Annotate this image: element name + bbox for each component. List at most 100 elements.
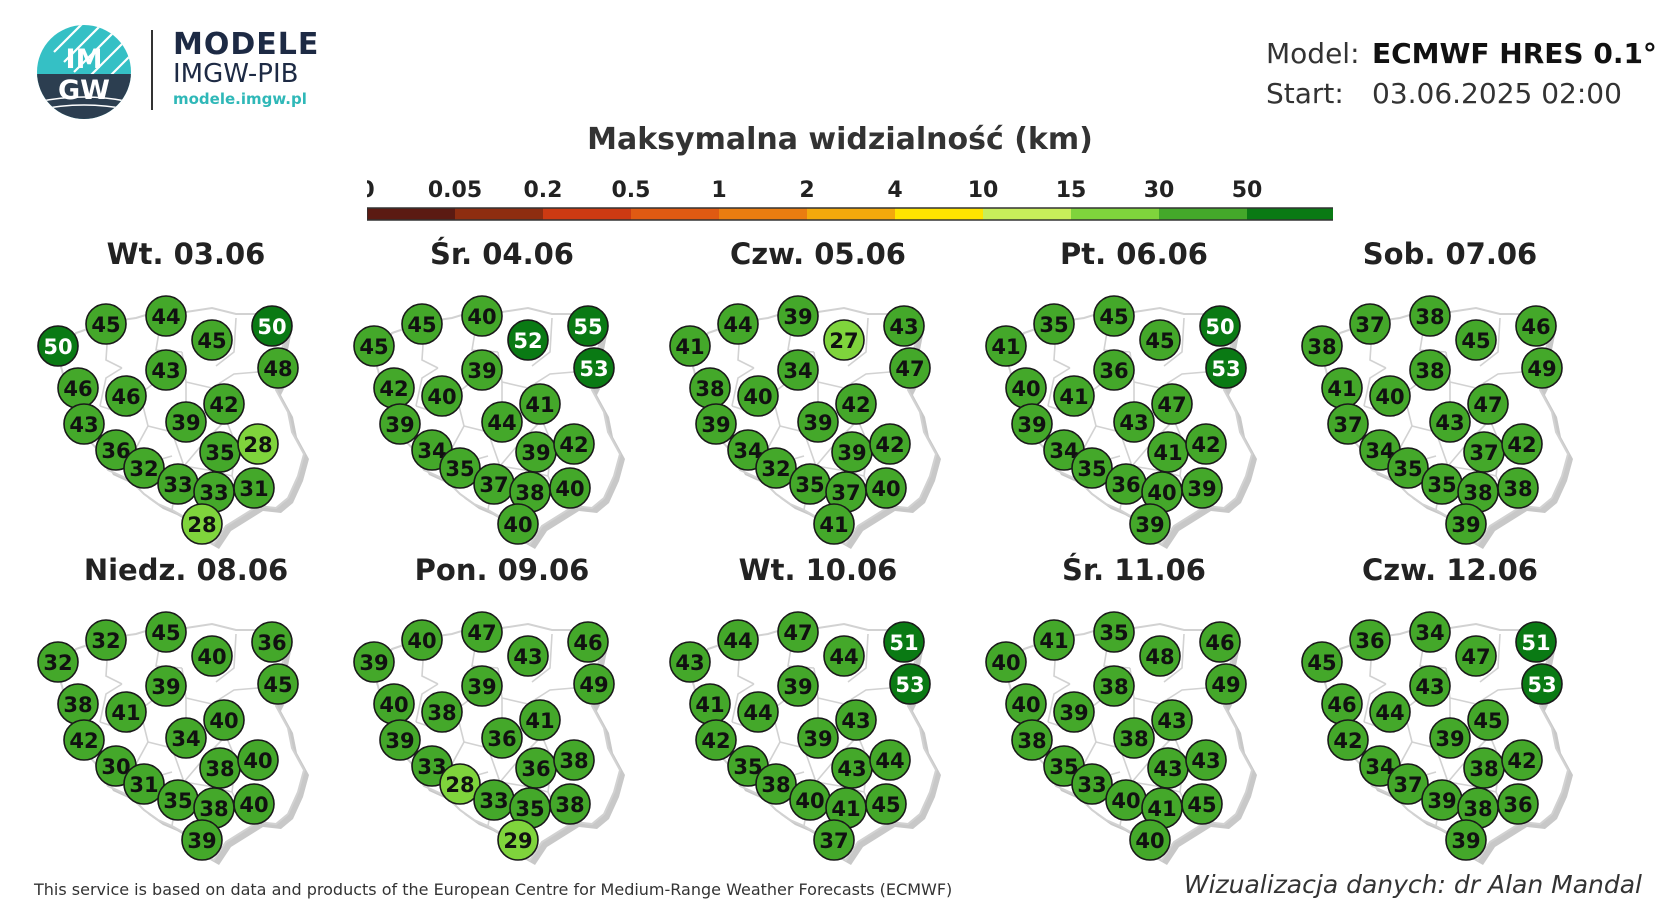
visibility-circle (567, 621, 609, 663)
visibility-marker: 36 (515, 747, 557, 789)
visibility-value: 45 (1307, 651, 1336, 675)
visibility-circle (1455, 319, 1497, 361)
visibility-marker: 41 (669, 325, 711, 367)
visibility-value: 39 (1451, 513, 1480, 537)
brand-url[interactable]: modele.imgw.pl (173, 90, 307, 108)
visibility-circle (233, 783, 275, 825)
visibility-circle (717, 303, 759, 345)
visibility-value: 40 (1135, 829, 1164, 853)
panel-date: Sob. 07.06 (1362, 237, 1538, 271)
visibility-circle (813, 503, 855, 545)
visibility-value: 35 (1077, 457, 1106, 481)
visibility-circle (203, 699, 245, 741)
visibility-marker: 37 (473, 463, 515, 505)
visibility-marker: 44 (823, 635, 865, 677)
visibility-circle (883, 621, 925, 663)
visibility-value: 49 (579, 673, 608, 697)
visibility-marker: 35 (1421, 463, 1463, 505)
visibility-value: 49 (1527, 357, 1556, 381)
visibility-value: 40 (1111, 789, 1140, 813)
visibility-value: 38 (695, 377, 724, 401)
visibility-circle (1445, 819, 1487, 861)
visibility-value: 45 (1473, 709, 1502, 733)
visibility-circle (233, 467, 275, 509)
visibility-value: 48 (263, 357, 292, 381)
legend-frame (367, 207, 1333, 221)
visibility-marker: 43 (507, 635, 549, 677)
visibility-marker: 38 (1457, 471, 1499, 513)
visibility-marker: 39 (1011, 403, 1053, 445)
visibility-marker: 53 (1521, 663, 1563, 705)
visibility-circle (181, 503, 223, 545)
visibility-value: 38 (199, 797, 228, 821)
visibility-value: 51 (889, 631, 918, 655)
visibility-circle (1129, 503, 1171, 545)
legend-swatch (719, 208, 807, 220)
visibility-marker: 43 (831, 747, 873, 789)
visibility-marker: 35 (1387, 447, 1429, 489)
region-border (731, 683, 755, 723)
visibility-circle (481, 717, 523, 759)
visibility-marker: 38 (1113, 717, 1155, 759)
visibility-value: 44 (487, 411, 516, 435)
visibility-value: 40 (239, 793, 268, 817)
visibility-value: 38 (1503, 477, 1532, 501)
visibility-value: 45 (91, 313, 120, 337)
visibility-marker: 40 (1129, 819, 1171, 861)
visibility-value: 43 (675, 651, 704, 675)
forecast-panel: Pon. 09.06 39 40 47 43 46 49 40 38 39 41 39 36 33 36 38… (352, 552, 652, 865)
visibility-value: 38 (205, 757, 234, 781)
visibility-circle (1409, 349, 1451, 391)
visibility-marker: 36 (1349, 619, 1391, 661)
region-border (215, 633, 237, 683)
visibility-value: 38 (555, 793, 584, 817)
visibility-marker: 49 (1205, 663, 1247, 705)
visibility-circle (1113, 717, 1155, 759)
visibility-marker: 40 (789, 779, 831, 821)
visibility-circle (777, 611, 819, 653)
visibility-value: 40 (467, 305, 496, 329)
visibility-circle (777, 665, 819, 707)
visibility-value: 42 (875, 433, 904, 457)
visibility-marker: 41 (1321, 367, 1363, 409)
visibility-circle (165, 401, 207, 443)
visibility-value: 36 (1099, 359, 1128, 383)
visibility-value: 39 (837, 441, 866, 465)
visibility-value: 46 (573, 631, 602, 655)
visibility-marker: 32 (755, 447, 797, 489)
visibility-circle (755, 447, 797, 489)
map-title: Maksymalna widzialność (km) (587, 122, 1093, 157)
visibility-marker: 44 (145, 295, 187, 337)
visibility-value: 45 (263, 673, 292, 697)
brand-title: MODELE (173, 27, 320, 62)
visibility-circle (1467, 699, 1509, 741)
visibility-value: 43 (837, 757, 866, 781)
visibility-value: 37 (1469, 441, 1498, 465)
visibility-circle (401, 303, 443, 345)
visibility-value: 44 (829, 645, 858, 669)
visibility-circle (813, 819, 855, 861)
model-info: Model: ECMWF HRES 0.1° Start: 03.06.2025 0… (1266, 34, 1657, 114)
visibility-circle (105, 691, 147, 733)
visibility-value: 32 (129, 457, 158, 481)
visibility-value: 35 (795, 473, 824, 497)
visibility-marker: 40 (203, 699, 245, 741)
visibility-marker: 32 (123, 447, 165, 489)
visibility-circle (507, 635, 549, 677)
visibility-value: 39 (385, 729, 414, 753)
visibility-value: 40 (991, 651, 1020, 675)
visibility-value: 37 (1333, 413, 1362, 437)
visibility-marker: 43 (1409, 665, 1451, 707)
legend-swatch (1071, 208, 1159, 220)
visibility-value: 34 (171, 727, 200, 751)
legend-swatch (631, 208, 719, 220)
visibility-value: 43 (151, 359, 180, 383)
visibility-marker: 40 (237, 739, 279, 781)
visibility-marker: 42 (1327, 719, 1369, 761)
visibility-marker: 41 (105, 691, 147, 733)
panel-date: Pon. 09.06 (414, 553, 590, 587)
visibility-circle (553, 423, 595, 465)
visibility-circle (869, 739, 911, 781)
